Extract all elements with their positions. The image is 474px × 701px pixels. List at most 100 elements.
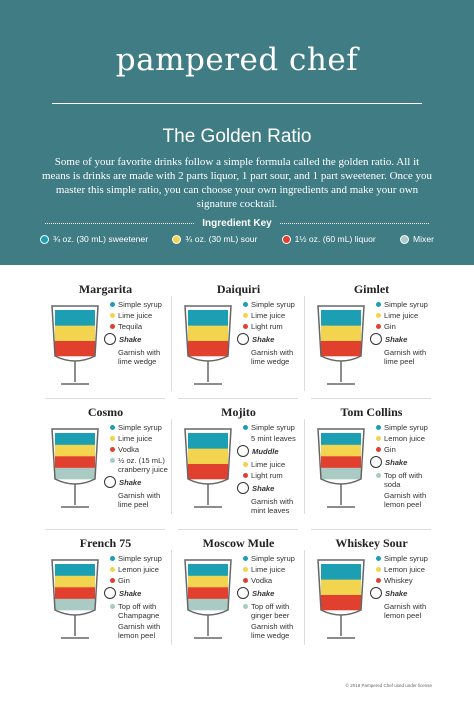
cocktail-card: Daiquiri Simple syrup Lime juice Light rum S…: [173, 278, 304, 406]
ingredient-dot: [376, 324, 381, 329]
step-icon: [237, 482, 249, 494]
cocktail-name: Gimlet: [353, 282, 390, 296]
ingredient: Simple syrup: [243, 554, 307, 563]
ingredient-dot: [243, 425, 248, 430]
garnish: Garnish with lemon peel: [384, 491, 427, 509]
ingredient-list: Simple syrup Lime juice Vodka ½ oz. (15 mL)…: [104, 423, 174, 509]
ingredient: Top off with Champagne: [110, 602, 174, 620]
ingredient-text: Gin: [384, 322, 396, 331]
key: ¾ oz. (30 mL) sweetener ¾ oz. (30 mL) sou…: [40, 234, 434, 244]
cocktail-name: Daiquiri: [216, 282, 261, 296]
ingredient: Lime juice: [110, 434, 174, 443]
cocktail-name: Cosmo: [87, 405, 124, 419]
glass-layer: [321, 564, 361, 580]
ingredient: Simple syrup: [110, 300, 174, 309]
ingredient-list: Simple syrup Lime juice Gin Shake Garnish wi…: [370, 300, 440, 366]
key-title-text: Ingredient Key: [202, 218, 272, 229]
step-text: Shake: [252, 334, 275, 344]
ingredient-list: Simple syrup 5 mint leaves Muddle Lime juic…: [237, 423, 307, 515]
step-text: Muddle: [252, 446, 279, 456]
glass-layer: [321, 310, 361, 326]
step-icon: [237, 333, 249, 345]
key-label: ¾ oz. (30 mL) sour: [185, 234, 258, 244]
ingredient-dot: [243, 462, 248, 467]
glass-layer: [321, 340, 361, 357]
ingredient: Lemon juice: [376, 434, 440, 443]
ingredient-dot: [110, 324, 115, 329]
ingredient: Simple syrup: [376, 554, 440, 563]
rule: [52, 103, 422, 104]
ingredient-text: Simple syrup: [118, 554, 162, 563]
ingredient: Whiskey: [376, 576, 440, 585]
ingredient-text: ½ oz. (15 mL) cranberry juice: [118, 456, 168, 474]
step-icon: [104, 587, 116, 599]
ingredient-text: Whiskey: [384, 576, 413, 585]
ingredient: Lime juice: [243, 311, 307, 320]
ingredient-list: Simple syrup Lime juice Light rum Shake Garn…: [237, 300, 307, 366]
cocktail-card: Margarita Simple syrup Lime juice Tequila Sh…: [40, 278, 171, 406]
key-dot: [172, 234, 182, 244]
ingredient: Simple syrup: [110, 554, 174, 563]
key-label: Mixer: [412, 234, 434, 244]
ingredient-dot: [110, 556, 115, 561]
ingredient-text: Lime juice: [251, 311, 286, 320]
ingredient-dot: [376, 436, 381, 441]
ingredient: ½ oz. (15 mL) cranberry juice: [110, 456, 174, 474]
ingredient-dot: [243, 567, 248, 572]
glass-layer: [55, 456, 95, 468]
ingredient-text: Lime juice: [118, 311, 153, 320]
garnish: Garnish with lime peel: [118, 491, 161, 509]
ingredient-text: Lime juice: [384, 311, 419, 320]
step: Shake: [237, 482, 307, 494]
divider: [311, 398, 431, 399]
divider: [311, 529, 431, 530]
glass: [51, 559, 99, 639]
glass-layer: [55, 433, 95, 445]
ingredient-text: Lime juice: [118, 434, 153, 443]
ingredient: Light rum: [243, 471, 307, 480]
garnish: Garnish with lime wedge: [251, 348, 294, 366]
glass-layer: [321, 444, 361, 457]
glass-outline: [184, 305, 232, 385]
step: Shake: [370, 587, 440, 599]
ingredient-text: Top off with ginger beer: [251, 602, 290, 620]
ingredient: Simple syrup: [376, 300, 440, 309]
ingredient: Lemon juice: [110, 565, 174, 574]
ingredient-dot: [243, 604, 248, 609]
step-icon: [370, 456, 382, 468]
glass-layer: [321, 594, 361, 611]
glass-layer: [188, 340, 228, 357]
cocktail-card: French 75 Simple syrup Lemon juice Gin Shake…: [40, 532, 171, 660]
glass-outline: [317, 305, 365, 385]
glass: [317, 559, 365, 639]
cocktail-card: Tom Collins Simple syrup Lemon juice Gin Sha…: [306, 401, 437, 529]
key-label: ¾ oz. (30 mL) sweetener: [53, 234, 149, 244]
ingredient: Tequila: [110, 322, 174, 331]
ingredient-dot: [110, 578, 115, 583]
key-dot: [281, 234, 291, 244]
ingredient-list: Simple syrup Lime juice Vodka Shake Top off …: [237, 554, 307, 640]
cocktail-name: French 75: [79, 536, 132, 550]
ingredient: Lemon juice: [376, 565, 440, 574]
ingredient-text: Light rum: [251, 471, 283, 480]
ingredient: Vodka: [243, 576, 307, 585]
ingredient-text: Simple syrup: [384, 554, 428, 563]
cocktail-card: Mojito Simple syrup 5 mint leaves Muddle Lim…: [173, 401, 304, 529]
ingredient-text: Gin: [384, 445, 396, 454]
garnish: Garnish with mint leaves: [251, 497, 294, 515]
ingredient-dot: [110, 604, 115, 609]
ingredient-text: 5 mint leaves: [251, 434, 296, 443]
divider: [171, 419, 172, 514]
ingredient-text: Lime juice: [251, 565, 286, 574]
intro: Some of your favorite drinks follow a si…: [41, 156, 433, 210]
ingredient-dot: [243, 556, 248, 561]
step-icon: [370, 587, 382, 599]
ingredient-dot: [110, 436, 115, 441]
ingredient-text: Lemon juice: [384, 565, 425, 574]
cocktail-name: Margarita: [78, 282, 133, 296]
glass-layer: [55, 587, 95, 599]
step: Shake: [104, 333, 174, 345]
ingredient-text: Vodka: [118, 445, 140, 454]
header: pampered chef The Golden Ratio Some of y…: [0, 0, 474, 265]
